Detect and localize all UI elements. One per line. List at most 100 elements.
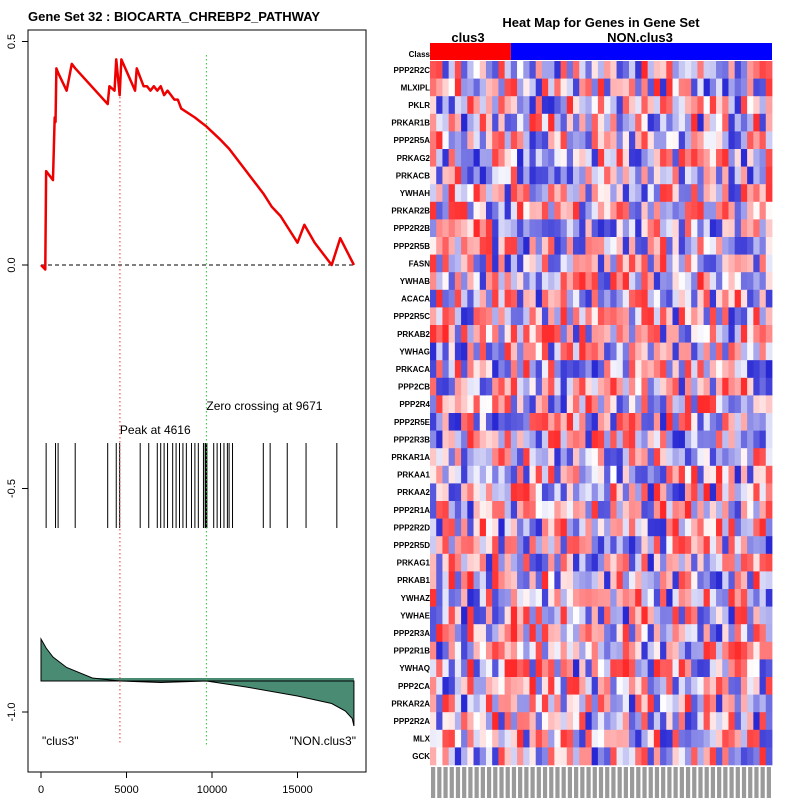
- heatmap-cell: [666, 501, 673, 519]
- heatmap-cell: [765, 219, 773, 238]
- heatmap-cell: [653, 677, 661, 695]
- heatmap-cell: [728, 113, 736, 132]
- heatmap-cell: [660, 61, 667, 79]
- heatmap-cell: [510, 747, 518, 766]
- heatmap-cell: [442, 571, 450, 590]
- heatmap-cell: [647, 166, 655, 185]
- heatmap-cell: [753, 272, 760, 291]
- heatmap-cell: [541, 747, 549, 766]
- heatmap-cell: [622, 78, 630, 97]
- heatmap-cell: [560, 342, 568, 361]
- heatmap-cell: [454, 377, 462, 396]
- heatmap-cell: [454, 61, 462, 79]
- heatmap-cell: [722, 237, 729, 255]
- heatmap-cell: [697, 465, 704, 484]
- heatmap-cell: [635, 624, 642, 643]
- heatmap-cell: [684, 96, 692, 115]
- sample-label-mark: [580, 767, 585, 798]
- heatmap-cell: [660, 377, 667, 396]
- heatmap-cell: [703, 360, 711, 379]
- heatmap-cell: [436, 325, 443, 343]
- heatmap-cell: [635, 201, 642, 220]
- heatmap-cell: [585, 571, 593, 590]
- heatmap-cell: [560, 501, 568, 519]
- heatmap-cell: [753, 677, 760, 695]
- heatmap-cell: [753, 184, 760, 203]
- heatmap-cell: [548, 219, 555, 238]
- heatmap-cell: [436, 694, 443, 713]
- heatmap-cell: [716, 325, 723, 343]
- heatmap-cell: [666, 518, 673, 537]
- heatmap-cell: [504, 589, 512, 607]
- heatmap-cell: [691, 501, 698, 519]
- heatmap-cell: [517, 430, 524, 449]
- heatmap-cell: [442, 501, 450, 519]
- heatmap-cell: [703, 395, 711, 414]
- heatmap-cell: [734, 377, 742, 396]
- gene-label: PRKAB2: [397, 330, 430, 339]
- heatmap-cell: [641, 78, 649, 97]
- heatmap-cell: [678, 131, 686, 150]
- heatmap-cell: [653, 395, 661, 414]
- heatmap-cell: [504, 465, 512, 484]
- heatmap-cell: [703, 606, 711, 625]
- heatmap-cell: [610, 641, 617, 660]
- heatmap-cell: [653, 571, 661, 590]
- heatmap-cell: [703, 254, 711, 273]
- heatmap-cell: [660, 113, 667, 132]
- heatmap-cell: [461, 413, 468, 431]
- sample-label-mark: [505, 767, 510, 798]
- heatmap-cell: [610, 694, 617, 713]
- heatmap-cell: [616, 96, 624, 115]
- heatmap-cell: [641, 307, 649, 326]
- sample-label-mark: [592, 767, 597, 798]
- heatmap-cell: [548, 360, 555, 379]
- heatmap-cell: [498, 518, 506, 537]
- heatmap-cell: [554, 641, 561, 660]
- heatmap-cell: [485, 747, 493, 766]
- sample-label-mark: [766, 767, 771, 798]
- heatmap-cell: [485, 96, 493, 115]
- heatmap-cell: [436, 395, 443, 414]
- heatmap-cell: [436, 237, 443, 255]
- heatmap-cell: [560, 536, 568, 555]
- heatmap-cell: [691, 254, 698, 273]
- heatmap-cell: [604, 712, 611, 731]
- heatmap-cell: [579, 254, 586, 273]
- heatmap-cell: [579, 465, 586, 484]
- heatmap-cell: [485, 624, 493, 643]
- heatmap-cell: [604, 360, 611, 379]
- heatmap-cell: [529, 518, 537, 537]
- heatmap-cell: [722, 501, 729, 519]
- gene-label: YWHAZ: [401, 594, 430, 603]
- heatmap-cell: [492, 448, 499, 467]
- heatmap-cell: [485, 694, 493, 713]
- heatmap-cell: [436, 201, 443, 220]
- heatmap-cell: [461, 131, 468, 150]
- sample-label-strip: [431, 767, 771, 798]
- heatmap-cell: [647, 149, 655, 167]
- heatmap-cell: [672, 219, 680, 238]
- heatmap-cell: [498, 501, 506, 519]
- heatmap-cell: [628, 483, 636, 502]
- heatmap-cell: [585, 377, 593, 396]
- heatmap-cell: [566, 413, 574, 431]
- heatmap-cell: [753, 589, 760, 607]
- sample-label-mark: [661, 767, 666, 798]
- heatmap-cell: [510, 465, 518, 484]
- heatmap-cell: [560, 413, 568, 431]
- heatmap-cell: [529, 553, 537, 572]
- heatmap-cell: [666, 78, 673, 97]
- heatmap-cell: [504, 624, 512, 643]
- heatmap-cell: [442, 149, 450, 167]
- heatmap-cell: [660, 395, 667, 414]
- heatmap-cell: [697, 149, 704, 167]
- heatmap-cell: [709, 184, 717, 203]
- heatmap-cell: [485, 184, 493, 203]
- heatmap-cell: [454, 184, 462, 203]
- heatmap-cell: [510, 659, 518, 678]
- heatmap-cell: [479, 96, 487, 115]
- heatmap-cell: [753, 659, 760, 678]
- heatmap-cell: [554, 96, 561, 115]
- heatmap-cell: [591, 166, 599, 185]
